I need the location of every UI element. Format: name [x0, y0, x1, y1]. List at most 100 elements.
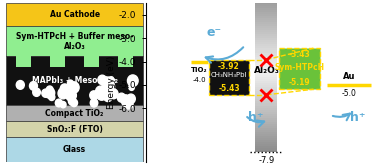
Text: Compact TiO₂: Compact TiO₂ — [45, 109, 104, 118]
Text: -5.19: -5.19 — [289, 78, 310, 87]
Bar — [50, 56, 65, 67]
Text: -5.0: -5.0 — [341, 89, 356, 98]
Bar — [256, 0, 277, 1]
Circle shape — [68, 97, 76, 105]
Bar — [6, 137, 143, 162]
Text: Sym-HTPcH + Buffer meso-
Al₂O₃: Sym-HTPcH + Buffer meso- Al₂O₃ — [16, 32, 133, 51]
Bar — [256, 117, 277, 120]
Bar — [256, 20, 277, 22]
Circle shape — [129, 84, 135, 90]
Text: h⁺: h⁺ — [248, 111, 264, 124]
Bar — [256, 140, 277, 142]
Circle shape — [42, 89, 49, 97]
FancyArrowPatch shape — [247, 117, 264, 127]
Bar — [17, 56, 31, 67]
Circle shape — [127, 75, 138, 86]
Bar — [256, 95, 277, 97]
Text: Au: Au — [342, 72, 355, 81]
Bar — [256, 130, 277, 132]
Bar — [256, 83, 277, 85]
Bar — [209, 60, 249, 95]
Bar — [256, 71, 277, 73]
FancyArrowPatch shape — [206, 47, 243, 63]
Bar — [256, 134, 277, 136]
Bar — [256, 32, 277, 34]
FancyArrowPatch shape — [333, 114, 350, 120]
Bar — [256, 14, 277, 16]
Bar — [256, 119, 277, 122]
Circle shape — [124, 99, 133, 109]
Bar — [256, 109, 277, 112]
Bar — [256, 124, 277, 126]
Bar — [256, 87, 277, 89]
Text: Au Cathode: Au Cathode — [50, 10, 100, 19]
Bar — [256, 128, 277, 130]
Circle shape — [55, 99, 62, 107]
Bar — [256, 42, 277, 44]
Bar — [256, 105, 277, 108]
Bar — [6, 26, 143, 56]
Bar — [256, 101, 277, 103]
Circle shape — [90, 99, 98, 107]
Bar — [256, 63, 277, 65]
Bar — [256, 75, 277, 77]
Bar — [256, 93, 277, 95]
Bar — [256, 40, 277, 42]
Circle shape — [67, 80, 73, 87]
Bar — [6, 121, 143, 137]
Bar — [256, 24, 277, 26]
Circle shape — [121, 97, 130, 106]
Circle shape — [107, 87, 116, 96]
Bar — [256, 38, 277, 40]
Circle shape — [98, 75, 107, 85]
Bar — [256, 107, 277, 110]
Circle shape — [45, 87, 55, 98]
Bar — [256, 16, 277, 18]
Circle shape — [60, 84, 69, 93]
Bar — [84, 56, 99, 67]
Circle shape — [29, 82, 37, 90]
Text: -3.92: -3.92 — [218, 62, 240, 70]
Circle shape — [109, 89, 118, 99]
Text: Sym-HTPcH: Sym-HTPcH — [274, 63, 325, 72]
Bar — [256, 115, 277, 118]
Text: CH₃NH₃PbI: CH₃NH₃PbI — [211, 72, 247, 78]
Y-axis label: Energy (eV): Energy (eV) — [107, 56, 116, 109]
Bar — [256, 36, 277, 38]
Bar — [256, 9, 277, 12]
Bar — [256, 77, 277, 79]
Bar — [256, 44, 277, 46]
Bar — [256, 30, 277, 32]
Bar — [256, 12, 277, 14]
Circle shape — [58, 88, 68, 99]
Bar — [256, 142, 277, 144]
Bar — [256, 111, 277, 114]
Circle shape — [16, 81, 24, 89]
Bar — [256, 146, 277, 148]
Circle shape — [117, 93, 125, 102]
Circle shape — [102, 83, 110, 92]
Text: -4.0: -4.0 — [192, 77, 206, 83]
Text: -5.43: -5.43 — [218, 84, 240, 93]
Bar — [256, 138, 277, 140]
Bar — [256, 85, 277, 87]
Bar — [256, 81, 277, 83]
Text: e⁻: e⁻ — [207, 26, 222, 39]
Bar — [256, 54, 277, 57]
Bar — [256, 66, 277, 69]
Bar — [256, 144, 277, 146]
Bar — [256, 56, 277, 59]
Bar — [256, 69, 277, 71]
Circle shape — [127, 94, 135, 104]
Circle shape — [108, 83, 115, 90]
Circle shape — [48, 94, 55, 100]
Text: -7.9: -7.9 — [258, 156, 274, 165]
Circle shape — [33, 88, 40, 96]
Bar — [279, 48, 320, 89]
Bar — [256, 22, 277, 24]
Bar — [118, 56, 133, 67]
Bar — [256, 89, 277, 91]
Bar — [256, 5, 277, 8]
Circle shape — [90, 91, 98, 100]
Circle shape — [60, 101, 66, 108]
